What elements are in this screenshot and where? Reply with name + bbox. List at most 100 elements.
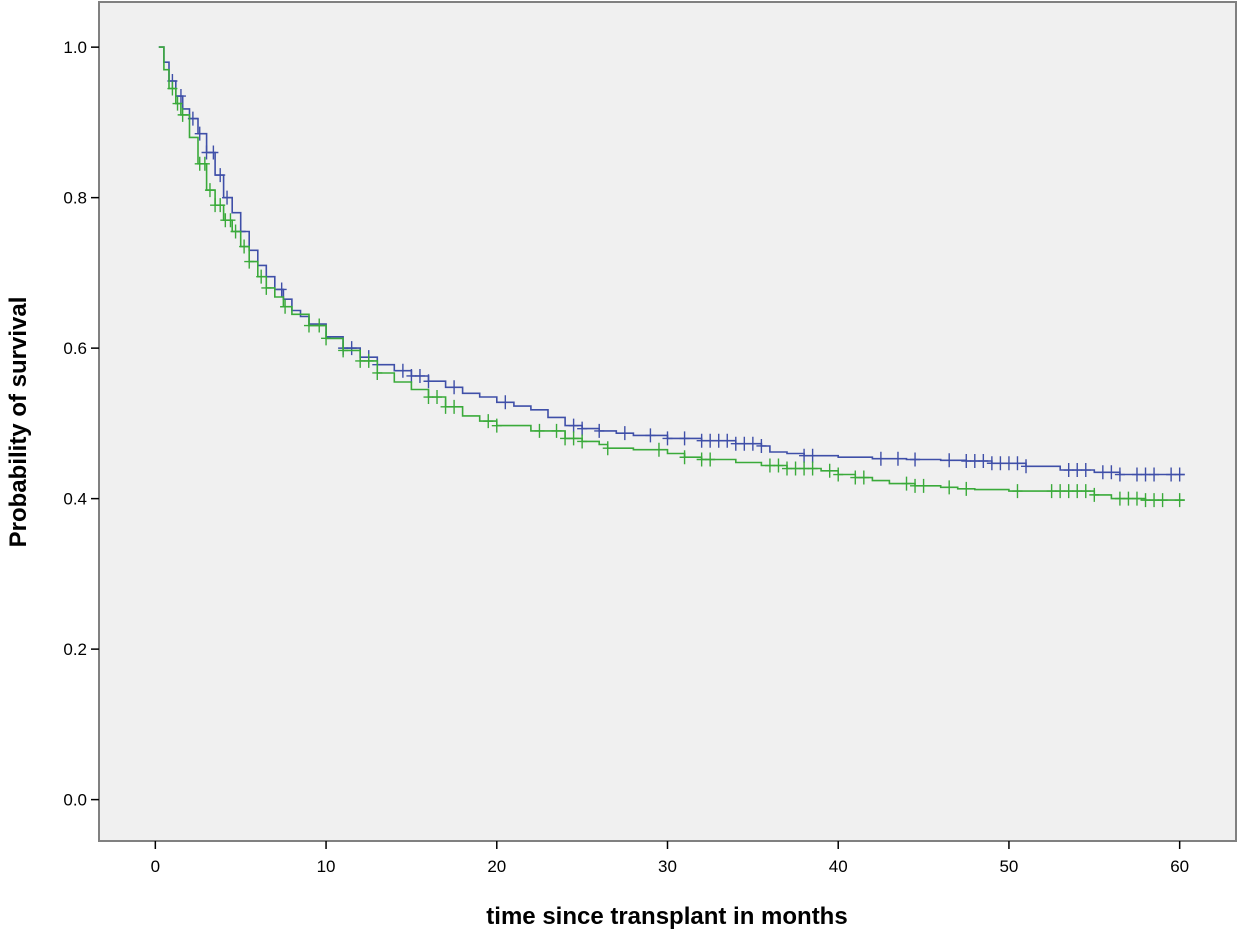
censor-mark [225,213,236,228]
censor-mark [1089,487,1100,502]
censor-mark [722,433,733,448]
censor-mark [986,456,997,471]
censor-mark [1080,463,1091,478]
censor-mark [910,452,921,467]
censor-mark [773,458,784,473]
censor-mark [1021,459,1032,474]
y-axis: 0.0 0.2 0.4 0.6 0.8 1.0 [63,38,99,810]
censor-mark [534,423,545,438]
censor-mark [280,299,291,314]
censor-mark [560,431,571,446]
censor-mark [321,331,332,346]
censor-mark [1140,467,1151,482]
x-tick-label: 50 [999,857,1018,876]
censor-mark [1114,491,1125,506]
censor-mark [1174,493,1185,508]
censor-mark [568,418,579,433]
censor-mark [244,254,255,269]
y-tick-label: 0.6 [63,339,87,358]
x-tick-label: 0 [151,857,160,876]
censor-mark [850,470,861,485]
censor-mark [892,451,903,466]
censor-mark [194,126,205,141]
censor-mark [875,451,886,466]
censor-mark [756,438,767,453]
censor-mark [256,269,267,284]
censor-mark [910,478,921,493]
y-tick-label: 0.8 [63,189,87,208]
censor-mark [1097,465,1108,480]
censor-mark [215,168,226,183]
censor-mark [1106,465,1117,480]
y-tick-label: 1.0 [63,38,87,57]
censor-mark [918,478,929,493]
censor-mark [230,224,241,239]
censor-mark [500,395,511,410]
censor-mark [1166,467,1177,482]
censor-mark [653,442,664,457]
y-axis-title: Probability of survival [5,297,32,548]
censor-mark [1072,463,1083,478]
censor-mark [1080,484,1091,499]
censor-mark [199,156,210,171]
censor-mark [551,423,562,438]
censor-mark [239,239,250,254]
censor-mark [276,282,287,297]
censor-mark [807,448,818,463]
censor-mark [1114,467,1125,482]
censor-mark [346,341,357,356]
censor-mark [1149,467,1160,482]
censor-mark [782,461,793,476]
censor-mark [799,461,810,476]
censor-mark [645,428,656,443]
censor-mark [696,433,707,448]
censor-mark [440,399,451,414]
censor-mark [833,467,844,482]
censor-mark [363,353,374,368]
censor-mark [1149,493,1160,508]
x-tick-label: 30 [658,857,677,876]
censor-mark [619,426,630,441]
censor-mark [423,374,434,389]
censor-mark [175,89,186,104]
censor-mark [662,431,673,446]
x-tick-label: 10 [317,857,336,876]
censor-mark [705,433,716,448]
censor-mark [730,436,741,451]
censor-mark [713,433,724,448]
censor-mark [261,280,272,295]
censor-mark [1003,456,1014,471]
censor-mark [577,434,588,449]
censor-mark [594,423,605,438]
series-1 [158,46,1185,482]
censor-mark [1157,493,1168,508]
series-layer [158,46,1185,508]
censor-mark [944,453,955,468]
censor-mark [406,368,417,383]
censor-mark [1131,491,1142,506]
x-tick-label: 40 [829,857,848,876]
censor-mark [483,414,494,429]
censor-mark [969,454,980,469]
x-tick-label: 60 [1170,857,1189,876]
x-tick-label: 20 [487,857,506,876]
plot-area [98,1,1237,842]
censor-mark [790,461,801,476]
censor-mark [901,476,912,491]
censor-mark [338,343,349,358]
censor-mark [824,463,835,478]
censor-mark [314,318,325,333]
series-2 [158,46,1185,508]
censor-mark [1046,484,1057,499]
censor-mark [215,198,226,213]
censor-mark [944,480,955,495]
censor-mark [1012,484,1023,499]
censor-mark [961,454,972,469]
censor-mark [222,190,233,205]
censor-mark [1140,493,1151,508]
censor-mark [397,363,408,378]
censor-mark [1063,484,1074,499]
censor-mark [679,431,690,446]
censor-mark [1072,484,1083,499]
censor-mark [577,421,588,436]
